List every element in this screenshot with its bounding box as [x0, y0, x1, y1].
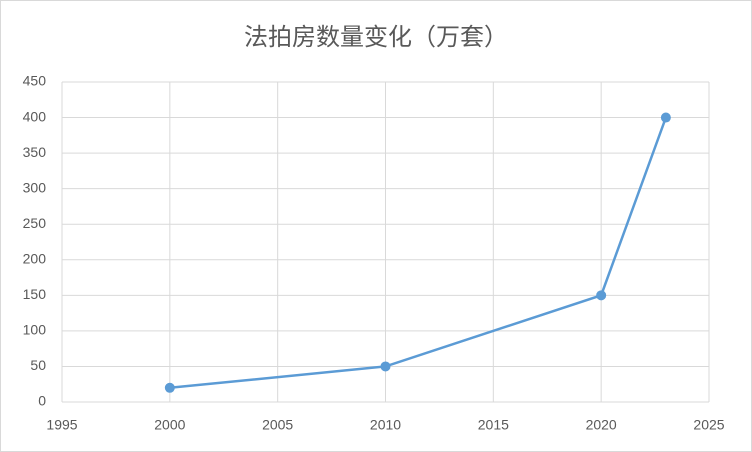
- x-tick-label: 2020: [586, 417, 617, 433]
- line: [169, 117, 668, 390]
- y-tick-label: 0: [38, 393, 46, 409]
- marker: [596, 290, 607, 301]
- x-tick-label: 2010: [370, 417, 401, 433]
- x-tick-label: 2000: [154, 417, 185, 433]
- y-tick-label: 250: [23, 215, 47, 231]
- y-tick-label: 300: [23, 179, 47, 195]
- y-tick-label: 450: [23, 73, 47, 89]
- y-tick-label: 350: [23, 144, 47, 160]
- chart-title: 法拍房数量变化（万套）: [244, 23, 508, 51]
- x-tick-label: 2005: [262, 417, 293, 433]
- marker: [380, 361, 391, 372]
- y-tick-label: 50: [30, 357, 46, 373]
- y-tick-label: 100: [23, 322, 47, 338]
- marker: [660, 112, 671, 123]
- x-tick-label: 1995: [46, 417, 77, 433]
- x-tick-label: 2015: [478, 417, 509, 433]
- y-tick-label: 200: [23, 250, 47, 266]
- x-tick-label: 2025: [693, 417, 724, 433]
- y-tick-label: 400: [23, 108, 47, 124]
- y-tick-label: 150: [23, 286, 47, 302]
- marker: [164, 382, 175, 393]
